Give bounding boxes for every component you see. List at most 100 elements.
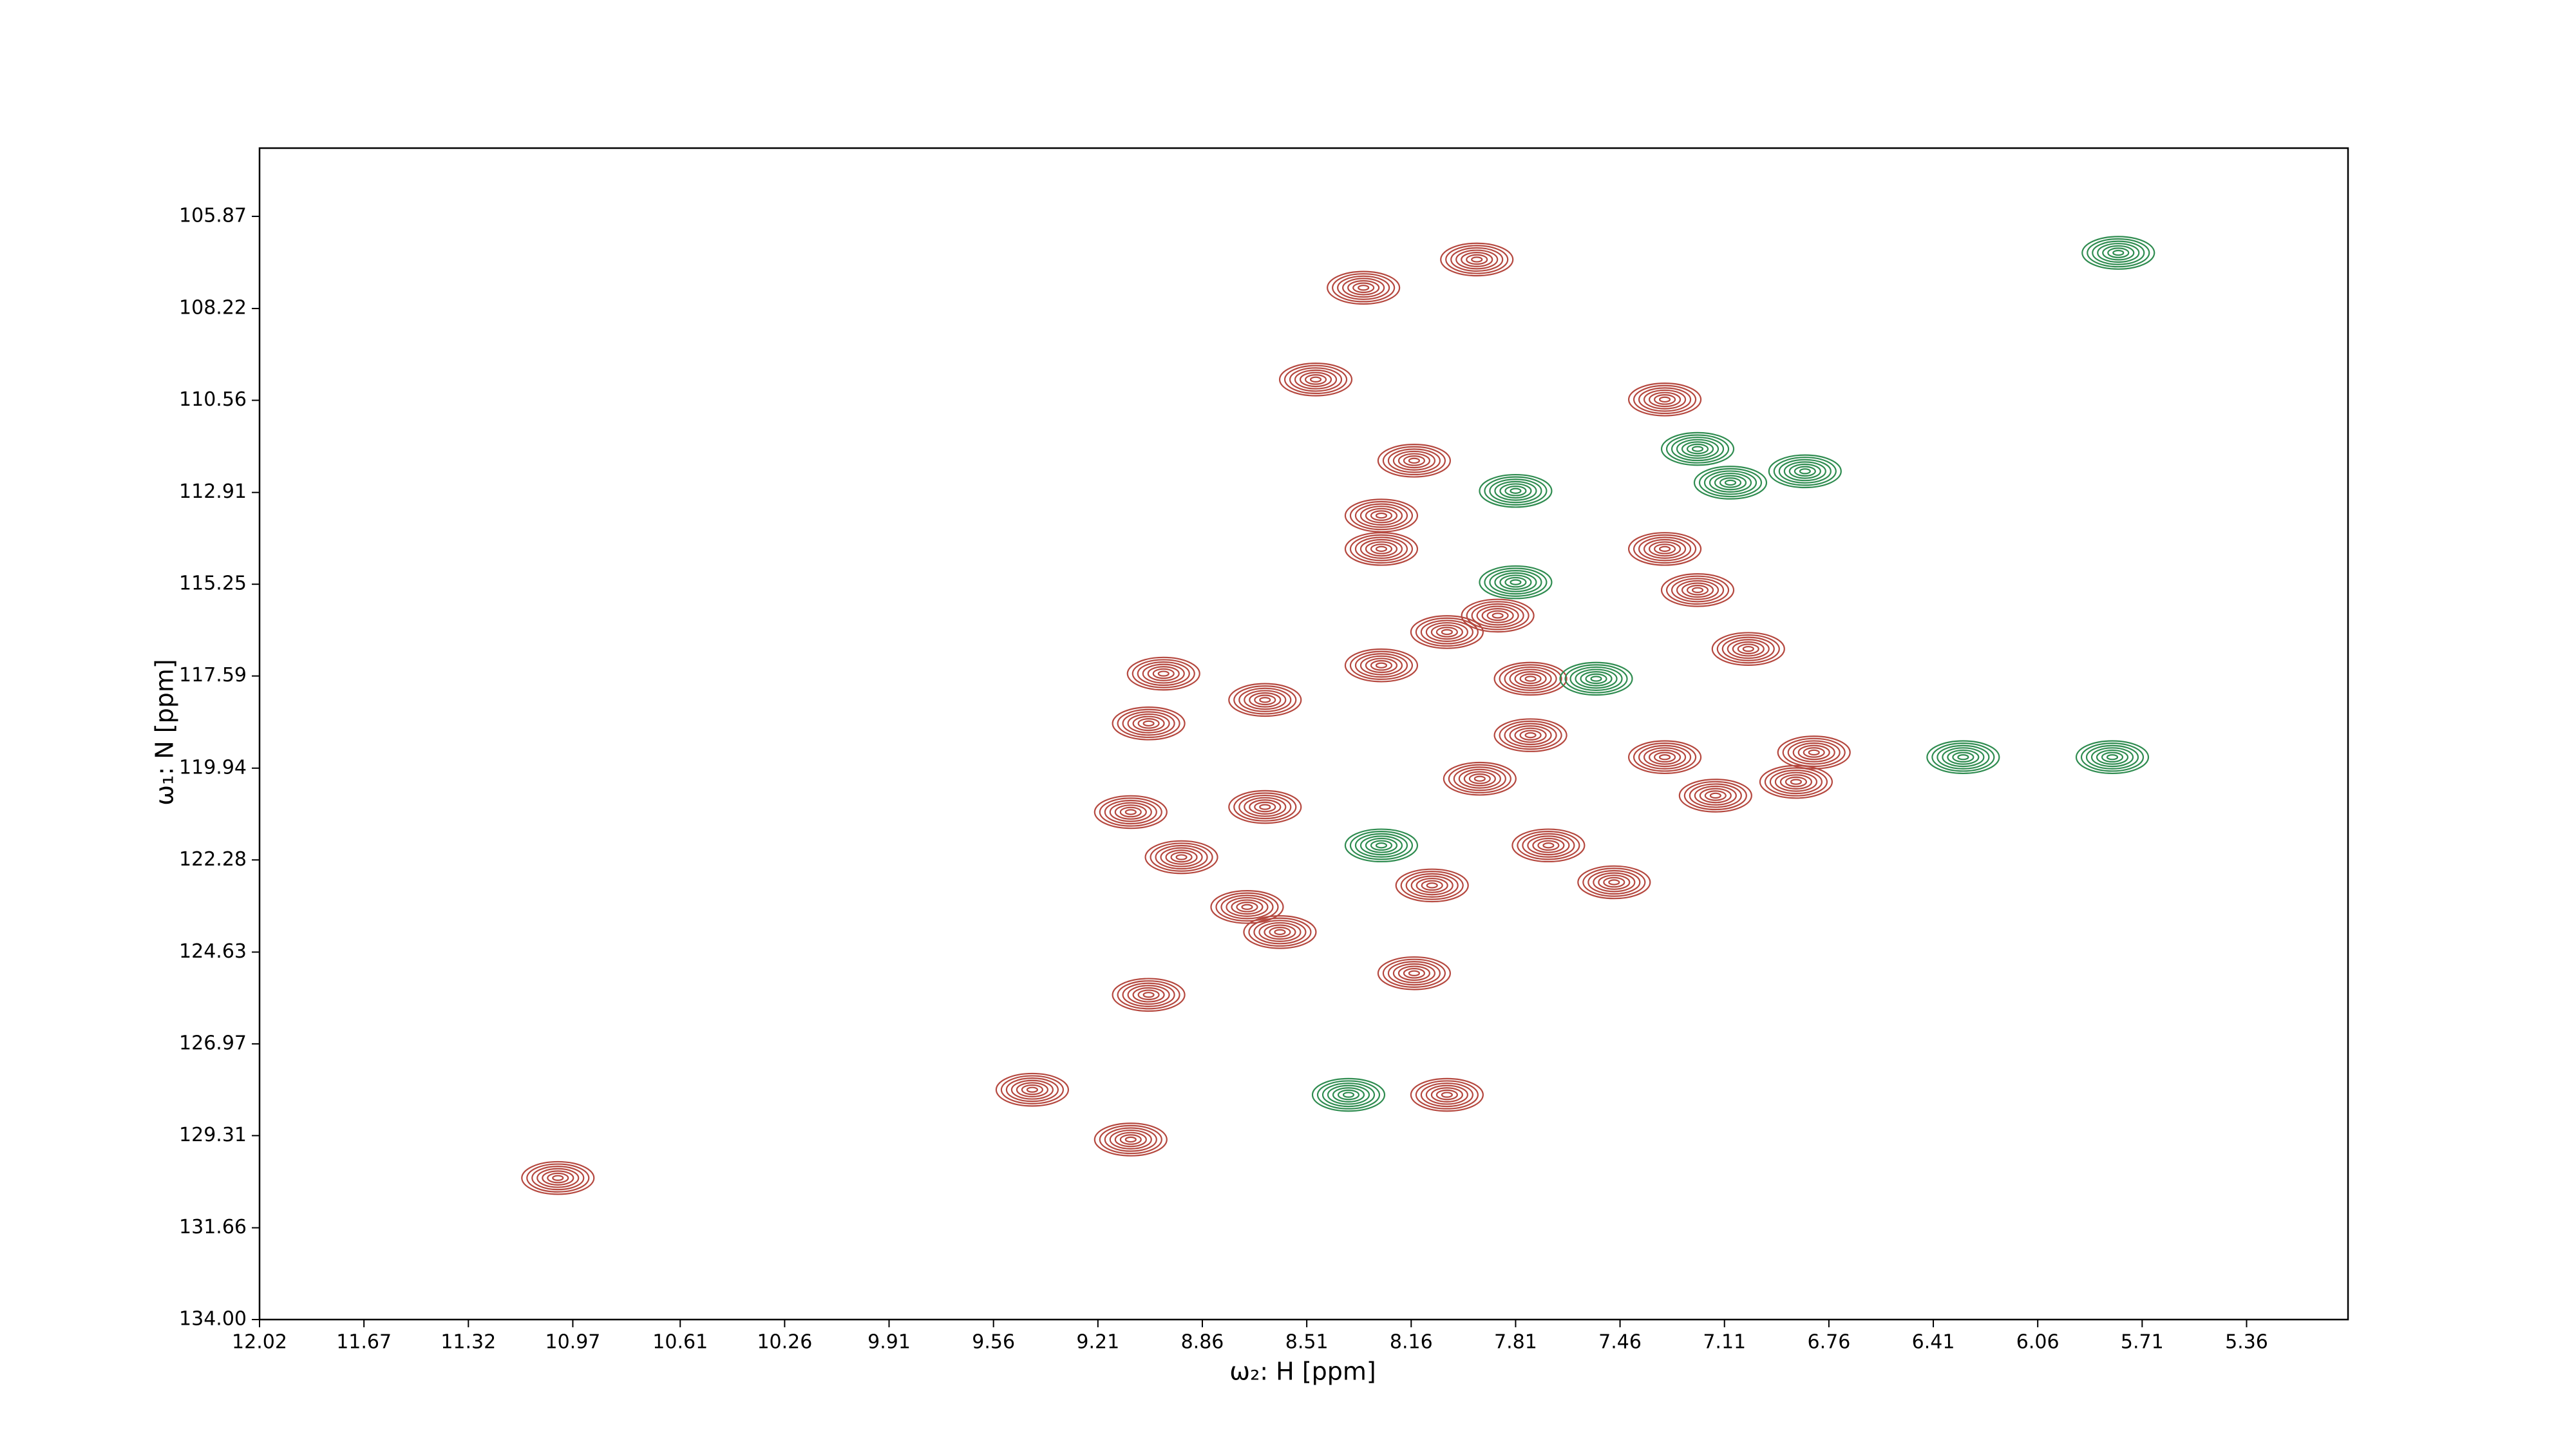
contour-ring (1514, 727, 1547, 743)
contour-ring (1653, 544, 1676, 554)
contour-ring (2081, 236, 2155, 270)
contour-ring (1144, 840, 1218, 875)
contour-ring (1410, 615, 1484, 649)
contour-ring (1117, 708, 1180, 739)
contour-ring (1094, 1122, 1168, 1157)
peak (1759, 764, 1833, 799)
contour-ring (1274, 929, 1286, 936)
contour-ring (1638, 536, 1692, 562)
x-tick-label: 6.06 (2016, 1331, 2060, 1354)
contour-ring (1370, 840, 1393, 851)
contour-ring (1415, 1080, 1479, 1110)
contour-ring (1342, 278, 1385, 298)
contour-ring (1542, 842, 1555, 849)
peak (1344, 498, 1419, 533)
contour-ring (1524, 732, 1537, 739)
contour-ring (2092, 240, 2145, 265)
contour-ring (1344, 532, 1419, 566)
contour-ring (1598, 875, 1631, 890)
peak (1678, 779, 1752, 813)
contour-ring (1000, 1075, 1065, 1104)
contour-ring (1231, 899, 1264, 915)
contour-ring (1608, 879, 1620, 886)
contour-ring (1532, 837, 1565, 853)
contour-ring (1175, 854, 1188, 860)
peak (2075, 740, 2150, 775)
contour-ring (1714, 475, 1747, 491)
x-tick-label: 9.56 (972, 1331, 1015, 1354)
contour-ring (1466, 601, 1530, 630)
contour-ring (1633, 743, 1697, 772)
contour-ring (1005, 1077, 1059, 1103)
contour-ring (1522, 833, 1575, 858)
contour-ring (1803, 747, 1825, 758)
contour-ring (1510, 579, 1522, 585)
contour-ring (1479, 565, 1553, 600)
peak (1395, 868, 1469, 903)
contour-ring (1643, 389, 1687, 410)
contour-ring (1511, 828, 1586, 863)
contour-ring (1327, 270, 1401, 305)
contour-ring (1489, 478, 1542, 504)
contour-ring (1633, 384, 1697, 415)
contour-ring (1354, 503, 1408, 528)
peak (1493, 661, 1567, 696)
peak (1559, 661, 1633, 696)
y-tick-label: 134.00 (179, 1308, 247, 1331)
contour-ring (1499, 574, 1532, 591)
contour-ring (1132, 987, 1165, 1003)
contour-ring (1773, 457, 1837, 486)
contour-ring (1127, 713, 1170, 734)
contour-ring (1238, 687, 1292, 712)
contour-ring (1425, 621, 1468, 642)
peak (1327, 270, 1401, 305)
x-tick-label: 5.71 (2121, 1331, 2164, 1354)
contour-ring (1124, 1136, 1137, 1143)
contour-ring (1359, 655, 1403, 676)
contour-ring (1445, 245, 1509, 274)
contour-ring (1220, 895, 1274, 920)
contour-ring (1397, 965, 1431, 981)
x-tick-label: 7.81 (1494, 1331, 1537, 1354)
contour-ring (1441, 629, 1453, 636)
contour-ring (1365, 507, 1398, 524)
contour-ring (552, 1175, 564, 1181)
contour-ring (1254, 801, 1276, 813)
y-tick-label: 115.25 (179, 573, 247, 595)
contour-ring (1942, 747, 1985, 768)
peak (1627, 532, 1702, 566)
contour-ring (1244, 690, 1287, 710)
y-tick-label: 119.94 (179, 756, 247, 779)
contour-ring (1937, 744, 1990, 770)
contour-ring (1671, 436, 1725, 462)
contour-ring (1415, 617, 1479, 647)
contour-ring (1638, 744, 1692, 770)
contour-ring (1676, 439, 1719, 459)
contour-ring (1643, 538, 1687, 559)
contour-ring (1463, 771, 1496, 787)
contour-ring (1375, 662, 1388, 668)
peak (1377, 444, 1452, 478)
contour-ring (1494, 480, 1537, 501)
contour-ring (1721, 636, 1775, 661)
contour-ring (1788, 463, 1821, 479)
contour-ring (1299, 372, 1332, 388)
contour-ring (1215, 892, 1279, 922)
peak (1112, 706, 1186, 741)
contour-ring (1484, 567, 1548, 597)
contour-ring (1259, 697, 1271, 703)
contour-ring (1471, 603, 1524, 628)
contour-ring (1699, 788, 1732, 804)
peak (1344, 828, 1419, 863)
peak (1926, 740, 2000, 775)
contour-ring (1342, 1092, 1355, 1098)
contour-ring (1099, 1124, 1162, 1155)
contour-ring (1587, 869, 1641, 895)
contour-ring (1254, 694, 1276, 706)
contour-ring (1783, 461, 1826, 482)
contour-ring (1157, 670, 1170, 677)
contour-ring (1648, 541, 1681, 557)
peak (1344, 648, 1419, 683)
contour-ring (1210, 890, 1284, 924)
